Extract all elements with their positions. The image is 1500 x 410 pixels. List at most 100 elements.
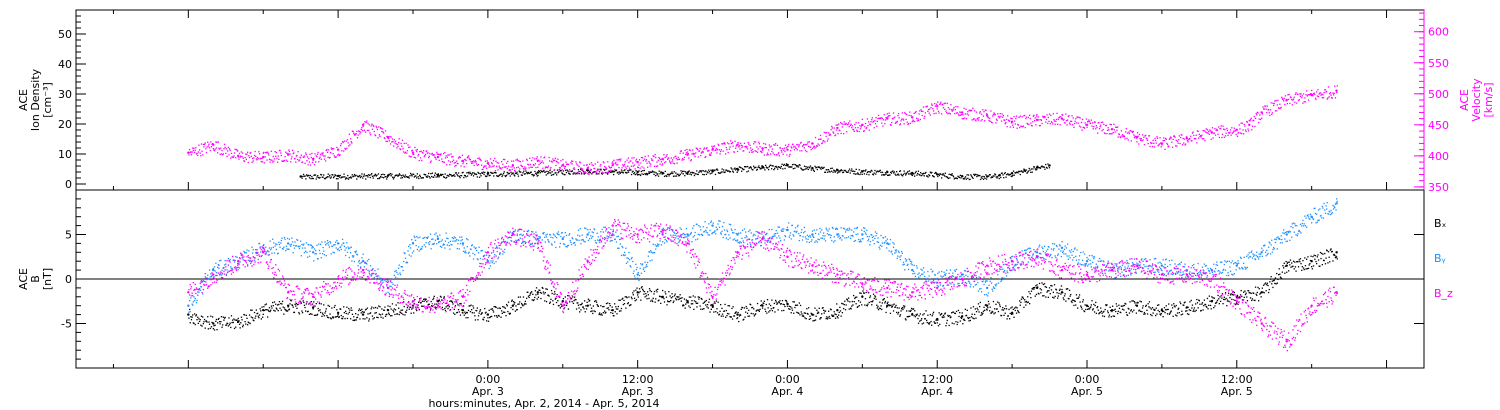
bx-point bbox=[972, 306, 975, 308]
bx-point bbox=[341, 318, 344, 320]
bx-point bbox=[1084, 304, 1086, 306]
density-point bbox=[972, 177, 974, 179]
velocity-point bbox=[280, 154, 282, 157]
bx-point bbox=[683, 298, 686, 300]
velocity-point bbox=[380, 127, 382, 129]
bx-point bbox=[1301, 269, 1303, 271]
velocity-point bbox=[506, 168, 508, 170]
bx-data-point bbox=[1185, 306, 1189, 309]
density-point bbox=[739, 166, 741, 168]
velocity-point bbox=[315, 155, 317, 157]
density-point bbox=[908, 173, 910, 175]
bx-point bbox=[544, 292, 546, 294]
bx-data-point bbox=[936, 317, 939, 321]
bx-point bbox=[926, 321, 928, 324]
velocity-point bbox=[411, 150, 413, 152]
density-point bbox=[647, 173, 649, 175]
bx-point bbox=[726, 312, 729, 315]
velocity-point bbox=[1164, 148, 1166, 150]
velocity-point bbox=[1185, 143, 1187, 145]
velocity-point bbox=[1112, 132, 1114, 134]
bx-point bbox=[1271, 283, 1273, 285]
bx-point bbox=[1044, 286, 1046, 288]
velocity-point bbox=[746, 148, 749, 150]
velocity-point bbox=[564, 165, 566, 168]
bx-point bbox=[1112, 315, 1114, 317]
bx-point bbox=[471, 312, 473, 314]
bx-point bbox=[420, 302, 422, 304]
bx-point bbox=[373, 317, 375, 319]
density-point bbox=[1005, 176, 1007, 178]
density-point bbox=[460, 175, 462, 177]
velocity-point bbox=[716, 149, 719, 151]
bx-point bbox=[1013, 316, 1015, 318]
velocity-point bbox=[780, 149, 782, 152]
bx-point bbox=[241, 319, 243, 321]
velocity-point bbox=[472, 160, 475, 162]
velocity-point bbox=[582, 170, 584, 172]
velocity-point bbox=[1167, 146, 1169, 148]
velocity-point bbox=[552, 160, 555, 162]
density-point bbox=[731, 168, 733, 170]
velocity-point bbox=[305, 153, 307, 156]
velocity-point bbox=[1306, 90, 1308, 92]
bx-point bbox=[1266, 284, 1268, 286]
density-point bbox=[305, 178, 307, 180]
velocity-point bbox=[391, 138, 394, 140]
velocity-point bbox=[323, 158, 326, 160]
velocity-point bbox=[1218, 126, 1220, 128]
velocity-point bbox=[977, 119, 980, 121]
velocity-point bbox=[620, 158, 622, 160]
bx-point bbox=[1230, 293, 1232, 295]
velocity-point bbox=[528, 167, 530, 169]
velocity-point bbox=[428, 157, 430, 159]
velocity-point bbox=[414, 157, 417, 159]
bx-point bbox=[1096, 306, 1098, 309]
bx-point bbox=[647, 294, 649, 296]
bx-point bbox=[773, 307, 775, 309]
velocity-point bbox=[223, 148, 225, 150]
density-point bbox=[480, 175, 482, 177]
bx-point bbox=[1132, 300, 1134, 302]
bx-point bbox=[1201, 302, 1204, 304]
bx-point bbox=[268, 310, 270, 312]
bx-point bbox=[244, 321, 246, 323]
bx-point bbox=[1244, 290, 1246, 292]
velocity-point bbox=[819, 138, 821, 140]
bx-point bbox=[1151, 314, 1153, 317]
density-point bbox=[499, 174, 501, 176]
bx-point bbox=[554, 298, 556, 300]
velocity-point bbox=[743, 150, 745, 152]
velocity-point bbox=[786, 154, 788, 156]
velocity-point bbox=[916, 120, 918, 122]
bx-point bbox=[1166, 313, 1169, 315]
bx-point bbox=[838, 311, 840, 313]
velocity-point bbox=[647, 155, 649, 157]
bx-point bbox=[957, 309, 960, 312]
bx-point bbox=[442, 308, 444, 311]
velocity-point bbox=[235, 157, 237, 159]
velocity-point bbox=[392, 141, 394, 143]
bx-point bbox=[1113, 315, 1116, 317]
density-point bbox=[544, 171, 547, 173]
velocity-point bbox=[591, 164, 593, 166]
density-point bbox=[749, 166, 751, 169]
bx-point bbox=[282, 306, 284, 308]
bx-point bbox=[823, 309, 825, 311]
bx-point bbox=[883, 298, 885, 300]
density-point bbox=[653, 173, 655, 175]
velocity-point bbox=[683, 159, 685, 161]
bx-point bbox=[1186, 310, 1188, 312]
bx-point bbox=[452, 303, 454, 305]
velocity-point bbox=[806, 143, 809, 145]
velocity-point bbox=[1253, 119, 1255, 122]
bx-point bbox=[916, 313, 918, 315]
velocity-point bbox=[644, 155, 646, 158]
bx-point bbox=[332, 317, 334, 319]
bx-point bbox=[592, 312, 594, 315]
velocity-point bbox=[1206, 129, 1209, 131]
velocity-point bbox=[892, 118, 894, 120]
velocity-point bbox=[575, 161, 577, 163]
bx-point bbox=[494, 306, 497, 308]
bx-point bbox=[1268, 291, 1270, 294]
